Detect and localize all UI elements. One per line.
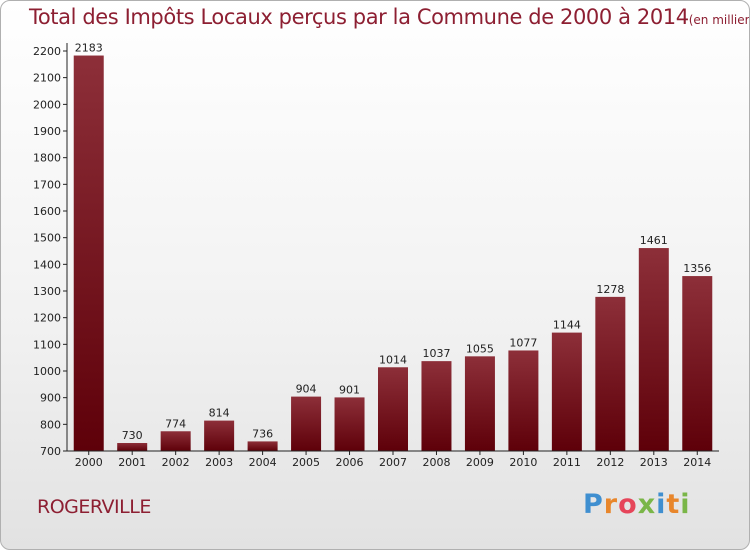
bar-value-label-2005: 904 <box>296 383 317 396</box>
bar-2006 <box>334 397 365 451</box>
bar-value-label-2012: 1278 <box>596 283 624 296</box>
x-tick-label-2004: 2004 <box>249 456 277 469</box>
bar-value-label-2007: 1014 <box>379 353 407 366</box>
x-tick-label-2001: 2001 <box>118 456 146 469</box>
bar-value-label-2009: 1055 <box>466 342 494 355</box>
y-tick-label: 2000 <box>33 98 61 111</box>
x-tick-label-2011: 2011 <box>553 456 581 469</box>
x-tick-label-2002: 2002 <box>162 456 190 469</box>
logo-letter: o <box>618 489 638 520</box>
bar-2000 <box>73 55 104 452</box>
bar-value-label-2013: 1461 <box>640 234 668 247</box>
logo-letter: t <box>666 489 681 520</box>
bar-value-label-2003: 814 <box>209 407 230 420</box>
bar-2008 <box>421 361 452 451</box>
y-tick-label: 2100 <box>33 72 61 85</box>
x-tick-label-2014: 2014 <box>683 456 711 469</box>
bar-2005 <box>291 396 322 451</box>
x-tick-label-2003: 2003 <box>205 456 233 469</box>
bar-value-label-2002: 774 <box>165 417 186 430</box>
y-tick-label: 1300 <box>33 285 61 298</box>
bar-value-label-2010: 1077 <box>509 336 537 349</box>
x-tick-label-2013: 2013 <box>640 456 668 469</box>
y-tick-label: 1900 <box>33 125 61 138</box>
bar-value-label-2006: 901 <box>339 383 360 396</box>
x-tick-label-2008: 2008 <box>422 456 450 469</box>
y-tick-label: 700 <box>40 445 61 458</box>
x-tick-label-2009: 2009 <box>466 456 494 469</box>
chart-title-unit: (en milliers d'€) <box>688 13 750 27</box>
proxiti-logo[interactable]: Proxiti <box>583 489 691 520</box>
bar-2010 <box>508 350 539 451</box>
bar-value-label-2000: 2183 <box>75 42 103 55</box>
commune-name: ROGERVILLE <box>37 496 151 518</box>
logo-letter: x <box>637 489 657 520</box>
bar-2011 <box>551 332 582 451</box>
y-tick-label: 800 <box>40 418 61 431</box>
y-tick-label: 900 <box>40 392 61 405</box>
y-tick-label: 1500 <box>33 232 61 245</box>
logo-letter: i <box>656 489 667 520</box>
bar-2003 <box>204 420 235 451</box>
bar-value-label-2014: 1356 <box>683 262 711 275</box>
y-tick-label: 2200 <box>33 45 61 58</box>
chart-title-main: Total des Impôts Locaux perçus par la Co… <box>29 5 689 29</box>
x-tick-label-2006: 2006 <box>336 456 364 469</box>
x-tick-label-2000: 2000 <box>75 456 103 469</box>
bar-value-label-2008: 1037 <box>422 347 450 360</box>
logo-letter: r <box>603 489 619 520</box>
x-tick-label-2010: 2010 <box>509 456 537 469</box>
bar-2004 <box>247 441 278 451</box>
x-tick-label-2012: 2012 <box>596 456 624 469</box>
logo-letter: i <box>680 489 691 520</box>
chart-title: Total des Impôts Locaux perçus par la Co… <box>29 5 750 29</box>
bar-2001 <box>117 443 148 451</box>
y-tick-label: 1100 <box>33 338 61 351</box>
y-tick-label: 1400 <box>33 258 61 271</box>
bars: 2183 730 774 814 736 904 901 1014 1037 1055 1077 11… <box>73 42 713 452</box>
bar-2009 <box>464 356 495 451</box>
bar-2012 <box>595 296 626 451</box>
logo-letter: P <box>583 489 604 520</box>
y-tick-label: 1000 <box>33 365 61 378</box>
y-tick-label: 1800 <box>33 152 61 165</box>
bar-value-label-2011: 1144 <box>553 319 581 332</box>
bar-value-label-2001: 730 <box>122 429 143 442</box>
bar-value-label-2004: 736 <box>252 427 273 440</box>
bar-2007 <box>378 367 408 451</box>
bar-2014 <box>682 276 713 451</box>
bar-2002 <box>160 431 191 451</box>
y-tick-label: 1600 <box>33 205 61 218</box>
y-tick-label: 1700 <box>33 178 61 191</box>
x-tick-label-2005: 2005 <box>292 456 320 469</box>
x-tick-label-2007: 2007 <box>379 456 407 469</box>
y-axis: 700 800 900 1000 1100 1200 1300 1400 1500 1600 170… <box>33 43 68 458</box>
bar-2013 <box>638 248 669 451</box>
x-axis: 2000 2001 2002 2003 2004 2005 2006 2007 2008 2009… <box>67 450 719 469</box>
y-tick-label: 1200 <box>33 312 61 325</box>
